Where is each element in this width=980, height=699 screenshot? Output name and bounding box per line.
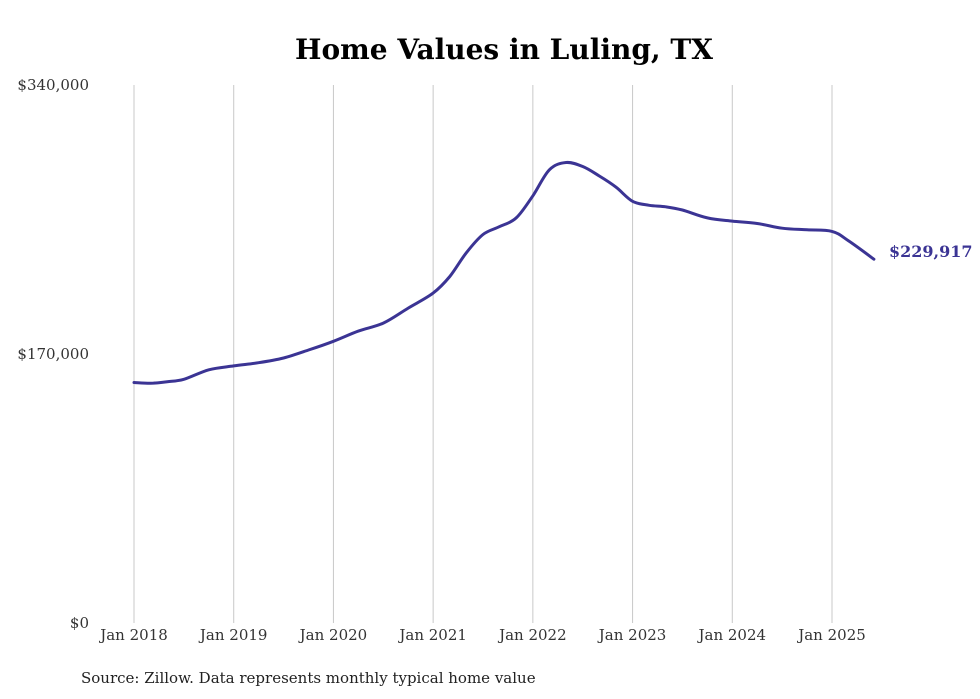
x-tick-label: Jan 2020 [298, 626, 368, 644]
home-value-line [132, 160, 876, 385]
x-tick-label: Jan 2018 [98, 626, 168, 644]
x-tick-label: Jan 2025 [796, 626, 866, 644]
y-tick-label: $170,000 [17, 345, 89, 363]
x-tick-label: Jan 2022 [497, 626, 567, 644]
latest-value-label: $229,917 [889, 242, 973, 261]
y-tick-label: $340,000 [17, 76, 89, 94]
source-note: Source: Zillow. Data represents monthly … [81, 669, 536, 687]
chart-title: Home Values in Luling, TX [295, 33, 713, 66]
y-axis-tick-labels: $0 $170,000 $340,000 [17, 76, 89, 632]
x-tick-label: Jan 2021 [397, 626, 467, 644]
x-tick-label: Jan 2019 [198, 626, 268, 644]
y-tick-label: $0 [70, 614, 89, 632]
vertical-gridlines [133, 85, 833, 623]
x-axis-tick-labels: Jan 2018 Jan 2019 Jan 2020 Jan 2021 Jan 2022… [98, 626, 866, 644]
x-tick-label: Jan 2023 [597, 626, 667, 644]
x-tick-label: Jan 2024 [697, 626, 767, 644]
